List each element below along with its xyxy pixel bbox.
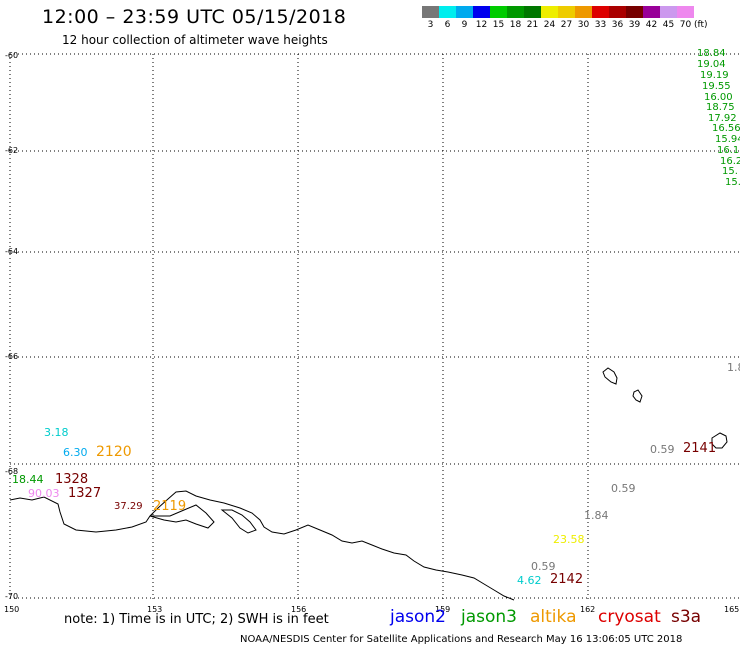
scale-label: 36: [611, 20, 624, 30]
pass-time-label: 2120: [96, 444, 132, 460]
scale-swatch: [677, 6, 694, 18]
coast-inlet: [149, 504, 215, 529]
legend-jason2: jason2: [390, 607, 446, 627]
pass-time-label: 2119: [153, 499, 187, 514]
lon-label: 153: [147, 605, 163, 614]
lon-label: 156: [291, 605, 307, 614]
graticule: [10, 53, 740, 600]
scale-swatch: [558, 6, 575, 18]
scale-swatch: [456, 6, 473, 18]
antarctic-coastline: [9, 490, 515, 601]
legend-altika: altika: [530, 607, 577, 627]
legend-cryosat: cryosat: [598, 607, 661, 627]
lat-label: -64: [5, 247, 19, 256]
wave-height-value: 0.59: [650, 443, 675, 456]
island-1: [602, 367, 618, 385]
wave-height-value: 3.18: [44, 426, 69, 439]
scale-label: 12: [475, 20, 488, 30]
scale-swatch: [439, 6, 456, 18]
scale-swatch: [524, 6, 541, 18]
scale-label: 3: [427, 20, 434, 30]
scale-label: 18: [509, 20, 522, 30]
wave-height-value: 15.: [722, 166, 738, 177]
wave-height-value: 16.00: [704, 92, 733, 103]
scale-swatch: [643, 6, 660, 18]
pass-time-label: 2141: [683, 441, 717, 456]
wave-height-value: 19.55: [702, 81, 731, 92]
wave-height-value: 4.62: [517, 574, 542, 587]
lat-label: -60: [5, 51, 19, 60]
lon-label: 159: [435, 605, 451, 614]
scale-label: 33: [594, 20, 607, 30]
scale-label: 24: [543, 20, 556, 30]
wave-height-value: 0.59: [611, 482, 636, 495]
wave-height-value: 6.30: [63, 446, 88, 459]
lon-label: 165: [724, 605, 740, 614]
page-title: 12:00 – 23:59 UTC 05/15/2018: [42, 6, 347, 28]
wave-height-value: 37.29: [114, 501, 143, 512]
wave-height-value: 19.04: [697, 59, 726, 70]
wave-height-value: 1.84: [584, 509, 609, 522]
island-2: [632, 389, 643, 403]
scale-swatch: [575, 6, 592, 18]
scale-swatch: [541, 6, 558, 18]
scale-swatch: [422, 6, 439, 18]
lat-label: -66: [5, 352, 19, 361]
scale-label: 70: [679, 20, 692, 30]
lon-label: 162: [580, 605, 596, 614]
wave-height-value: 16.56: [712, 123, 740, 134]
color-scale: [422, 6, 694, 18]
scale-label: 45: [662, 20, 675, 30]
scale-label: 30: [577, 20, 590, 30]
legend-jason3: jason3: [461, 607, 517, 627]
wave-height-value: 90.03: [28, 487, 60, 500]
pass-time-label: 1328: [55, 472, 89, 487]
scale-swatch: [592, 6, 609, 18]
wave-height-value: 17.92: [708, 113, 737, 124]
island-3: [711, 432, 728, 449]
coastline: [9, 367, 728, 601]
coast-peninsula: [220, 509, 257, 534]
scale-swatch: [609, 6, 626, 18]
scale-label: 15: [492, 20, 505, 30]
wave-height-value: 18.44: [12, 473, 44, 486]
wave-height-value: 19.19: [700, 70, 729, 81]
footer-note: note: 1) Time is in UTC; 2) SWH is in fe…: [64, 612, 329, 627]
scale-label: 42: [645, 20, 658, 30]
scale-swatch: [490, 6, 507, 18]
scale-label: 21: [526, 20, 539, 30]
pass-time-label: 2142: [550, 572, 584, 587]
scale-swatch: [626, 6, 643, 18]
wave-height-value: 18.84: [697, 48, 726, 59]
scale-swatch: [473, 6, 490, 18]
scale-labels: 3 6 9 12 15 18 21 24 27 30 33 36 39 42 4…: [422, 20, 708, 30]
lat-label: -70: [5, 592, 19, 601]
wave-height-value: 1.8: [727, 361, 740, 374]
wave-height-value: 0.59: [531, 560, 556, 573]
lon-label: 150: [4, 605, 20, 614]
scale-unit: (ft): [694, 20, 708, 30]
legend-s3a: s3a: [671, 607, 702, 627]
wave-height-value: 18.75: [706, 102, 735, 113]
wave-height-value: 16.2: [720, 156, 740, 167]
credit-line: NOAA/NESDIS Center for Satellite Applica…: [240, 634, 683, 645]
scale-label: 27: [560, 20, 573, 30]
scale-swatch: [660, 6, 677, 18]
lat-label: -62: [5, 146, 19, 155]
lat-label: -68: [5, 467, 19, 476]
scale-label: 39: [628, 20, 641, 30]
wave-height-value: 23.58: [553, 533, 585, 546]
scale-label: 9: [461, 20, 468, 30]
wave-height-value: 15.: [725, 177, 740, 188]
wave-height-value: 16.1: [717, 145, 740, 156]
scale-swatch: [507, 6, 524, 18]
wave-height-value: 15.94: [715, 134, 740, 145]
scale-label: 6: [444, 20, 451, 30]
page-subtitle: 12 hour collection of altimeter wave hei…: [62, 33, 328, 47]
pass-time-label: 1327: [68, 486, 102, 501]
